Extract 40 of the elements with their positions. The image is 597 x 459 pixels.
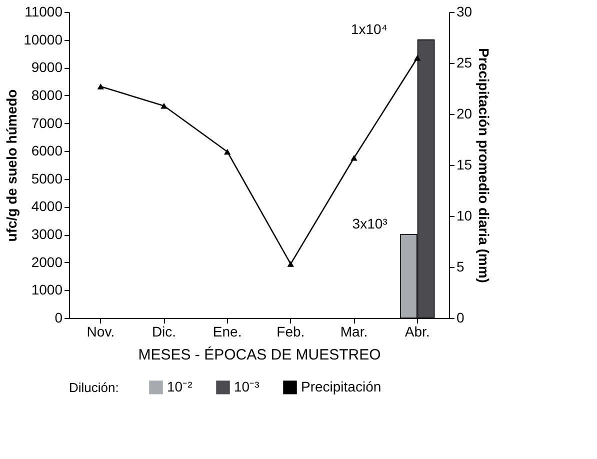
y-axis-title: ufc/g de suelo húmedo xyxy=(4,89,20,242)
y-tick-label: 4000 xyxy=(31,198,63,214)
point xyxy=(287,261,294,267)
x-tick-label: Dic. xyxy=(152,324,176,340)
y-tick-label: 10000 xyxy=(24,31,63,48)
legend-label: 10⁻³ xyxy=(234,378,260,394)
y2-tick-label: 15 xyxy=(456,156,472,172)
point xyxy=(160,102,168,109)
y-tick-label: 2000 xyxy=(31,254,63,270)
y-tick-label: 11000 xyxy=(24,4,63,20)
x-tick-label: Abr. xyxy=(404,324,430,340)
y-tick-label: 1000 xyxy=(31,282,63,298)
y-tick-label: 0 xyxy=(54,310,63,326)
y2-tick-label: 5 xyxy=(456,258,464,274)
legend-label: 10⁻² xyxy=(167,378,193,394)
y2-tick-label: 0 xyxy=(456,310,464,326)
y-tick-label: 7000 xyxy=(31,114,63,131)
x-tick-label: Mar. xyxy=(340,324,368,340)
y2-axis-title: Precipitación promedio diaria (mm) xyxy=(476,48,492,283)
x-tick-label: Nov. xyxy=(86,324,115,340)
y-tick-label: 9000 xyxy=(31,59,63,76)
y-tick-label: 8000 xyxy=(31,86,63,103)
legend-title: Dilución: xyxy=(69,380,119,395)
point xyxy=(414,54,421,61)
y-tick-label: 6000 xyxy=(31,142,63,159)
annotation: 1x10⁴ xyxy=(350,20,388,37)
y-tick-label: 5000 xyxy=(31,170,63,186)
y2-tick-label: 30 xyxy=(456,4,472,20)
annotation: 3x10³ xyxy=(352,216,388,232)
y-tick-label: 3000 xyxy=(31,226,63,242)
y2-tick-label: 10 xyxy=(456,208,472,224)
point xyxy=(350,154,358,161)
x-axis-title: MESES - ÉPOCAS DE MUESTREO xyxy=(138,346,381,364)
point xyxy=(97,84,104,90)
legend-label: Precipitación xyxy=(301,378,382,394)
x-tick-label: Ene. xyxy=(212,324,242,340)
y2-tick-label: 25 xyxy=(456,54,472,70)
point xyxy=(224,148,231,155)
y2-tick-label: 20 xyxy=(456,106,472,122)
x-tick-label: Feb. xyxy=(276,324,305,340)
